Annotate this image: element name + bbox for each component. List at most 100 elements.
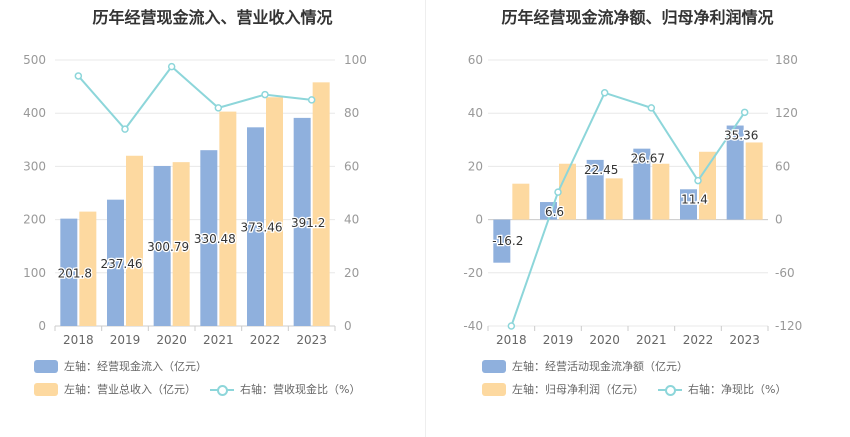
legend-label: 右轴：净现比（%） [688,383,787,396]
bar-secondary [605,178,623,220]
ratio-point [261,90,269,99]
data-label: 35.36 [724,129,758,143]
legend-item[interactable]: 右轴：营收现金比（%） [210,381,360,397]
data-label: 201.8 [58,266,92,280]
bar-primary [680,189,697,220]
bar-primary [293,117,311,327]
legend-item[interactable]: 左轴：经营现金流入（亿元） [34,358,207,374]
y-tick-label-right: 60 [775,159,790,173]
ratio-line [77,65,312,131]
chart-legend: 左轴：经营现金流入（亿元） 左轴：营业总收入（亿元） 右轴：营收现金比（%） [34,358,414,404]
chart-title: 历年经营现金流净额、归母净利润情况 [501,8,774,27]
y-tick-label-right: 100 [344,53,367,67]
ratio-point [167,62,176,71]
bar-primary [60,218,78,326]
legend-label: 左轴：经营现金流入（亿元） [64,360,207,373]
chart-legend: 左轴：经营活动现金流净额（亿元） 左轴：归母净利润（亿元） 右轴：净现比（%） [482,358,842,404]
ratio-point [694,176,702,185]
ratio-point [647,104,656,112]
x-tick-label: 2018 [496,333,527,347]
x-tick-label: 2018 [63,333,94,347]
bar-secondary [559,163,576,220]
x-tick-label: 2023 [296,333,327,347]
y-tick-label-left: -40 [463,319,483,333]
ratio-point [121,125,129,133]
legend-swatch-bar [482,359,506,373]
ratio-point [554,188,562,196]
y-tick-label-right: 20 [344,266,359,280]
x-tick-label: 2019 [543,333,574,347]
bar-primary [586,159,604,220]
ratio-point [600,89,609,97]
bar-primary [153,165,171,326]
legend-row: 左轴：经营现金流入（亿元） [34,358,414,379]
y-tick-label-right: 180 [775,53,798,67]
data-label: 300.79 [147,240,189,254]
data-label: 330.48 [194,232,236,246]
bar-primary [247,127,264,327]
data-label: -16.2 [492,234,523,248]
data-label: 6.6 [545,205,564,219]
legend-swatch-line [210,383,234,396]
ratio-point [507,322,516,330]
chart-panel-net-cash: 历年经营现金流净额、归母净利润情况 -40 -20 0 20 40 60 -120 -60 0 6… [425,0,850,437]
bar-primary [493,219,511,263]
y-tick-label-left: 0 [38,319,46,333]
bar-primary [726,125,744,220]
legend-item[interactable]: 左轴：归母净利润（亿元） [482,381,644,397]
data-label: 373.46 [241,221,283,235]
data-label: 237.46 [101,257,143,271]
y-tick-label-left: 200 [23,213,46,227]
y-tick-label-right: 80 [344,106,359,120]
legend-swatch-bar [482,382,506,396]
y-tick-label-left: 0 [475,213,483,227]
y-tick-label-left: 40 [468,106,483,120]
x-tick-label: 2020 [156,333,187,347]
y-tick-label-left: 60 [468,53,483,67]
legend-item[interactable]: 左轴：营业总收入（亿元） [34,381,196,397]
y-tick-label-left: 500 [23,53,46,67]
y-tick-label-right: -60 [775,266,795,280]
ratio-point [307,96,316,104]
legend-swatch-bar [34,359,58,373]
data-label: 391.2 [291,216,325,230]
ratio-point [74,72,83,80]
bar-secondary [266,97,283,327]
legend-item[interactable]: 左轴：经营活动现金流净额（亿元） [482,358,688,374]
gridlines [55,59,335,327]
y-tick-label-left: 400 [23,106,46,120]
x-tick-label: 2023 [729,333,760,347]
bar-secondary [126,155,143,326]
bar-secondary [745,142,763,220]
legend-row: 左轴：归母净利润（亿元） 右轴：净现比（%） [482,381,842,402]
y-tick-label-right: 60 [344,159,359,173]
x-tick-label: 2019 [110,333,141,347]
bar-secondary [652,163,670,220]
legend-item[interactable]: 右轴：净现比（%） [658,381,786,397]
x-tick-label: 2022 [683,333,714,347]
legend-label: 左轴：归母净利润（亿元） [512,383,644,396]
bar-secondary [219,111,237,326]
bar-primary [200,150,218,326]
chart-canvas-net-cash: -40 -20 0 20 40 60 -120 -60 0 60 120 180 2018 2019 202… [463,53,802,347]
legend-label: 右轴：营收现金比（%） [240,383,361,396]
legend-swatch-bar [34,382,58,396]
data-label: 26.67 [631,152,665,166]
bar-secondary [699,151,716,220]
y-tick-label-left: -20 [463,266,483,280]
chart-canvas-cash-inflow: 0 100 200 300 400 500 0 20 40 60 80 100 2018 2019 2020… [23,53,367,347]
x-tick-label: 2022 [250,333,281,347]
legend-swatch-line [658,383,682,396]
legend-label: 左轴：经营活动现金流净额（亿元） [512,360,688,373]
data-label: 11.4 [681,192,708,206]
panel-divider [425,0,426,437]
y-tick-label-right: 120 [775,106,798,120]
x-tick-label: 2021 [203,333,234,347]
bar-secondary [79,211,97,326]
y-tick-label-right: 0 [775,213,783,227]
bar-secondary [172,162,190,326]
y-tick-label-right: 0 [344,319,352,333]
bar-secondary [312,82,330,327]
bar-secondary [512,183,530,220]
x-tick-label: 2020 [589,333,620,347]
